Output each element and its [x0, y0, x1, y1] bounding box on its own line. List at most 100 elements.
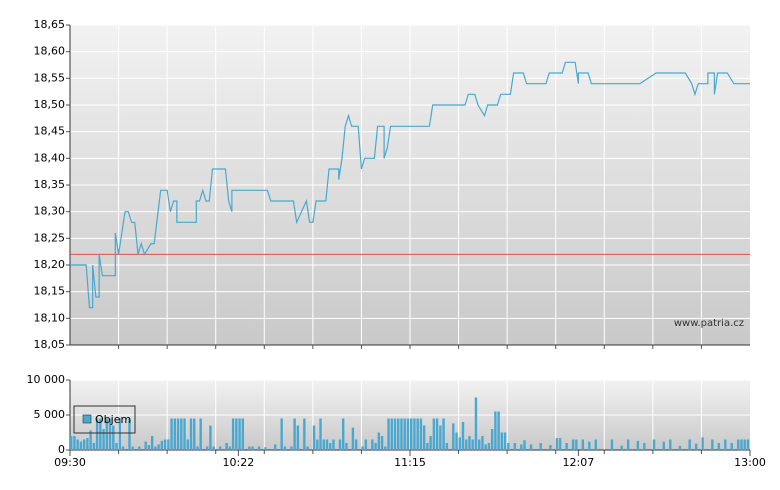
volume-bar [468, 436, 471, 450]
volume-bar [452, 423, 455, 450]
volume-bar [523, 440, 526, 450]
volume-bar [280, 418, 283, 450]
y-tick-label: 18,15 [34, 285, 66, 298]
volume-bar [400, 418, 403, 450]
volume-bar [688, 439, 691, 450]
volume-bar [445, 443, 449, 450]
volume-bar [218, 446, 222, 450]
legend-label: Objem [95, 413, 131, 426]
volume-bar [513, 443, 517, 450]
volume-bar [338, 439, 342, 450]
y-tick-label: 18,30 [34, 205, 66, 218]
volume-bar [669, 439, 672, 450]
volume-bar [377, 432, 381, 450]
volume-bar [115, 443, 118, 450]
volume-bar [167, 439, 170, 450]
y-tick-label: 18,35 [34, 178, 66, 191]
volume-bar [529, 444, 533, 450]
x-tick-label: 13:00 [734, 456, 766, 469]
volume-bar [746, 439, 750, 450]
volume-bar [173, 418, 177, 450]
volume-bar [432, 418, 436, 450]
legend-swatch [82, 414, 92, 424]
x-tick-label: 09:30 [54, 456, 86, 469]
y-tick-label: 0 [58, 443, 65, 456]
volume-bar [228, 446, 232, 450]
volume-bar [487, 443, 491, 450]
y-tick-label: 18,50 [34, 98, 66, 111]
volume-bar [701, 437, 704, 450]
volume-bar [264, 447, 267, 450]
volume-bar [189, 418, 193, 450]
volume-bar [108, 418, 112, 450]
volume-bar [73, 436, 76, 450]
volume-bar [144, 441, 147, 450]
volume-bar [293, 418, 296, 450]
volume-bar [458, 437, 461, 450]
volume-bar [102, 429, 105, 450]
volume-bar [89, 430, 92, 450]
volume-bar [70, 436, 73, 450]
volume-bar [306, 446, 309, 450]
volume-bar [312, 425, 316, 450]
volume-bar [76, 439, 79, 450]
y-tick-label: 18,10 [34, 311, 66, 324]
volume-bar [737, 439, 740, 450]
volume-bar [724, 439, 727, 450]
y-tick-label: 18,05 [34, 338, 66, 351]
volume-bar [610, 439, 614, 450]
volume-bar [481, 436, 484, 450]
volume-bar [82, 439, 86, 450]
volume-bar [588, 441, 591, 450]
volume-bar [235, 418, 238, 450]
volume-bar [231, 418, 235, 450]
volume-bar [384, 446, 387, 450]
volume-bar [183, 418, 186, 450]
volume-bar [442, 418, 445, 450]
volume-bar [329, 443, 332, 450]
volume-bar [248, 446, 251, 450]
volume-bar [662, 441, 665, 450]
volume-bar [494, 411, 497, 450]
volume-bar [620, 445, 623, 450]
volume-bar [290, 446, 293, 450]
volume-bar [99, 418, 102, 450]
volume-bar [503, 432, 507, 450]
volume-bar [138, 446, 141, 450]
volume-bar [478, 439, 481, 450]
volume-bar [193, 418, 196, 450]
volume-bar [206, 446, 209, 450]
volume-bar [283, 446, 287, 450]
volume-bar [176, 418, 180, 450]
volume-bar [316, 439, 319, 450]
volume-bar [678, 445, 682, 450]
volume-bar [410, 418, 413, 450]
volume-bar [390, 418, 393, 450]
volume-bar [274, 444, 277, 450]
y-tick-label: 18,55 [34, 71, 66, 84]
volume-bar [500, 432, 504, 450]
price-line [70, 61, 750, 309]
volume-bar [325, 439, 329, 450]
y-tick-label: 18,45 [34, 125, 66, 138]
volume-bar [507, 443, 510, 450]
volume-bar [435, 418, 439, 450]
volume-bar [380, 436, 384, 450]
volume-bar [186, 439, 189, 450]
volume-bar [351, 427, 355, 450]
volume-bar [565, 443, 568, 450]
volume-bar [196, 446, 199, 450]
volume-bar [79, 441, 83, 450]
volume-bar [199, 418, 202, 450]
volume-bar [209, 425, 212, 450]
volume-bar [361, 446, 364, 450]
volume-bar [112, 425, 115, 450]
volume-bar [403, 418, 406, 450]
volume-bar [225, 443, 228, 450]
volume-bar [555, 438, 559, 450]
volume-bar [643, 443, 646, 450]
volume-bar [497, 411, 500, 450]
volume-bar [626, 439, 630, 450]
volume-bar [455, 432, 458, 450]
volume-bar [426, 443, 429, 450]
